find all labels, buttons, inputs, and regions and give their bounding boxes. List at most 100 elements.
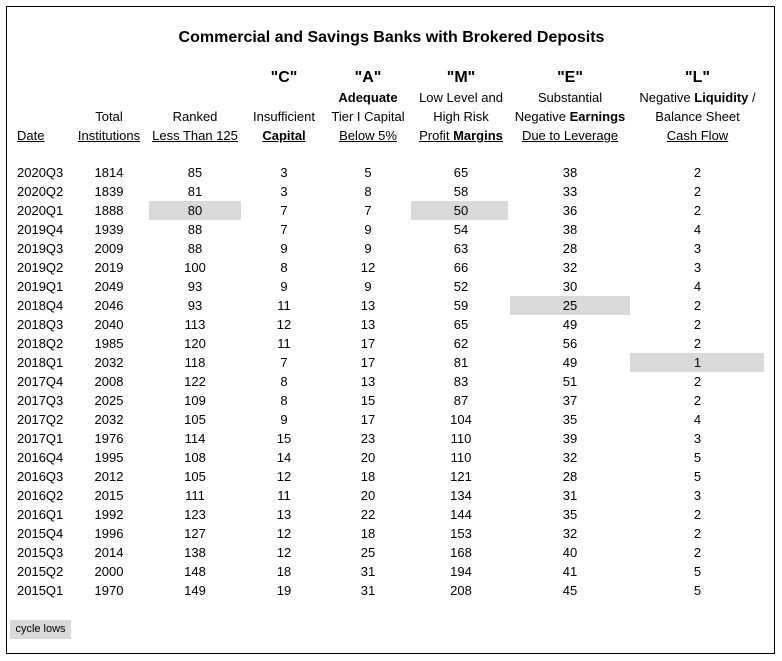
header-total: Total Institutions [77,109,141,143]
cell-e: 40 [562,545,578,560]
cell-a: 13 [360,374,376,389]
cell-a: 13 [360,298,376,313]
cell-total: 1939 [94,222,124,237]
cell-ranked: 114 [184,431,206,446]
cell-c: 8 [280,393,288,408]
cell-total: 1992 [94,507,124,522]
cell-ranked: 85 [187,165,203,180]
cell-a: 9 [364,222,372,237]
cell-a: 25 [360,545,376,560]
cell-e: 30 [562,279,578,294]
cell-ranked: 113 [184,317,206,332]
cell-ranked: 148 [184,564,206,579]
cycle-low-highlight [630,353,764,372]
cell-e: 49 [562,355,578,370]
cell-ranked: 118 [184,355,206,370]
cell-c: 11 [277,336,291,351]
letter-m: "M" [446,69,476,86]
cell-c: 13 [276,507,292,522]
cell-date: 2019Q2 [17,260,64,275]
cell-e: 31 [562,488,578,503]
cell-c: 9 [280,241,288,256]
cell-e: 38 [562,165,578,180]
cell-c: 3 [280,165,288,180]
cell-m: 153 [450,526,472,541]
cell-c: 14 [276,450,292,465]
cell-total: 2019 [94,260,124,275]
cell-l: 4 [693,222,702,237]
header-ranked: Ranked Less Than 125 [152,109,238,143]
cell-total: 1814 [94,165,124,180]
cell-e: 49 [562,317,578,332]
cell-c: 11 [277,298,291,313]
cell-e: 25 [562,298,578,313]
cell-ranked: 88 [187,241,203,256]
cell-c: 3 [280,184,288,199]
cell-a: 8 [364,184,372,199]
cell-date: 2020Q1 [17,203,64,218]
cell-l: 2 [693,298,702,313]
cell-l: 4 [693,279,702,294]
cell-m: 62 [453,336,469,351]
cell-date: 2020Q3 [17,165,64,180]
cell-date: 2017Q3 [17,393,64,408]
header-c: Insufficient Capital [253,109,315,143]
cell-l: 2 [693,393,702,408]
cell-date: 2019Q4 [17,222,64,237]
cell-m: 144 [450,507,472,522]
cell-e: 32 [562,526,578,541]
header-a: Adequate Tier I Capital Below 5% [331,90,405,143]
letter-c: "C" [270,69,298,86]
cell-a: 31 [360,564,376,579]
cell-c: 8 [280,374,288,389]
cell-c: 12 [276,545,292,560]
cell-total: 1888 [94,203,124,218]
cell-date: 2016Q3 [17,469,64,484]
cell-a: 18 [360,469,376,484]
cell-a: 5 [364,165,372,180]
cell-ranked: 93 [187,279,203,294]
cell-l: 2 [693,317,702,332]
cell-date: 2018Q4 [17,298,64,313]
cell-date: 2020Q2 [17,184,64,199]
cell-a: 18 [360,526,376,541]
cell-m: 168 [450,545,472,560]
cycle-low-highlight [510,296,630,315]
cell-c: 7 [280,203,288,218]
cell-m: 83 [453,374,469,389]
cell-total: 2008 [94,374,124,389]
cell-a: 9 [364,241,372,256]
cell-m: 65 [453,317,469,332]
cell-date: 2016Q2 [17,488,64,503]
cell-m: 87 [453,393,469,408]
cell-ranked: 109 [184,393,206,408]
cell-e: 36 [562,203,578,218]
cell-e: 32 [562,450,578,465]
cell-a: 9 [364,279,372,294]
cell-e: 38 [562,222,578,237]
cell-a: 13 [360,317,376,332]
cell-ranked: 111 [185,488,205,503]
letter-l: "L" [685,69,710,86]
cell-total: 2049 [94,279,124,294]
cell-l: 5 [693,564,702,579]
cell-date: 2015Q4 [17,526,64,541]
cell-l: 5 [693,469,702,484]
cell-l: 2 [693,165,702,180]
cell-a: 23 [360,431,376,446]
cell-e: 35 [562,507,578,522]
cell-l: 2 [693,203,702,218]
cell-c: 8 [280,260,288,275]
cell-l: 5 [693,583,702,598]
cell-m: 65 [453,165,469,180]
cell-ranked: 80 [187,203,203,218]
cell-e: 39 [562,431,578,446]
cell-c: 7 [280,222,288,237]
cell-e: 32 [562,260,578,275]
cell-date: 2019Q1 [17,279,64,294]
cell-e: 56 [562,336,578,351]
cell-date: 2018Q2 [17,336,64,351]
table-frame: Commercial and Savings Banks with Broker… [6,6,775,654]
cell-a: 31 [360,583,376,598]
cell-l: 4 [693,412,702,427]
